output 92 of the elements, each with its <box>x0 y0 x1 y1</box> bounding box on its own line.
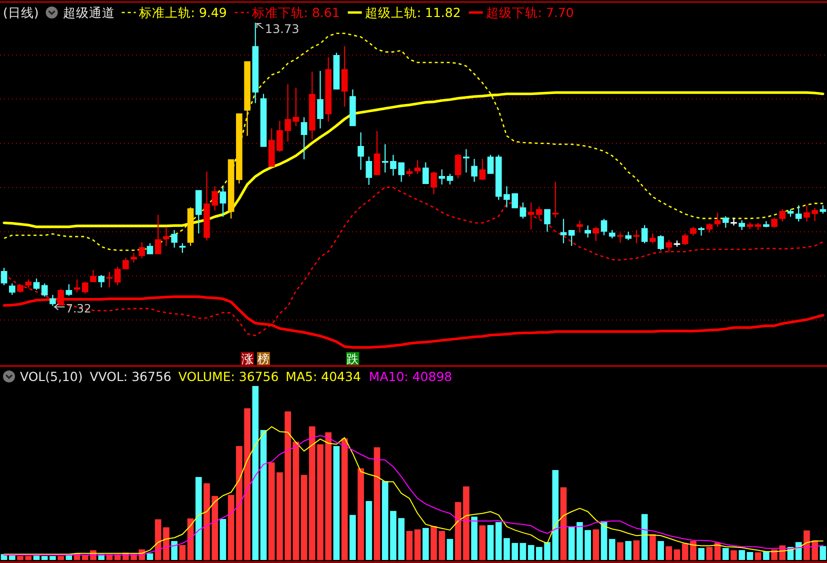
chart-title: (日线) <box>3 5 39 20</box>
bar <box>730 550 737 560</box>
bar <box>179 545 186 560</box>
bar <box>560 487 567 560</box>
bar <box>171 541 178 560</box>
bar <box>795 542 802 560</box>
bar <box>300 474 308 560</box>
bar <box>706 546 713 560</box>
text: MA5: 40434 <box>286 369 361 384</box>
bar <box>33 556 40 560</box>
text: VOLUME: 36756 <box>178 369 279 384</box>
bar <box>625 541 632 560</box>
candlestick <box>544 209 550 232</box>
candlestick <box>746 222 754 230</box>
candlestick <box>625 232 632 240</box>
bar <box>674 549 680 560</box>
bar <box>341 438 348 560</box>
candlestick <box>754 222 762 230</box>
candlestick <box>163 226 170 246</box>
candlestick <box>41 283 48 297</box>
bar <box>754 552 762 560</box>
candlestick <box>406 168 413 176</box>
candlestick <box>722 216 729 228</box>
chart-subtitle: 超级通道 <box>62 5 115 20</box>
bar <box>366 501 372 560</box>
candlestick <box>317 70 324 128</box>
data-label: 涨 <box>241 352 254 366</box>
candlestick <box>130 252 137 263</box>
bar <box>650 534 656 560</box>
candlestick <box>763 221 770 228</box>
bar <box>528 545 534 560</box>
extreme-label: 7.32 <box>53 301 92 316</box>
bar <box>220 518 226 560</box>
bar <box>228 494 234 560</box>
bar <box>820 546 826 560</box>
bar <box>195 477 202 560</box>
extreme-label: 13.73 <box>255 22 300 36</box>
candlestick <box>698 226 704 236</box>
bar <box>406 530 413 560</box>
candlestick <box>617 232 624 243</box>
bar <box>58 556 64 560</box>
bar <box>414 529 421 560</box>
candlestick <box>90 270 96 282</box>
bar <box>641 514 648 560</box>
bar <box>487 525 494 560</box>
chart-title: VOL(5,10) <box>20 369 83 384</box>
candlestick <box>690 226 696 236</box>
bar <box>146 553 154 560</box>
bar <box>350 514 356 560</box>
bar <box>698 548 704 560</box>
bar <box>520 542 526 560</box>
data-label: 榜 <box>258 352 270 366</box>
bar <box>446 538 454 560</box>
bar <box>358 468 364 560</box>
bar <box>658 541 664 560</box>
bar <box>722 548 729 560</box>
bar <box>422 528 429 560</box>
candlestick <box>795 205 802 222</box>
candlestick <box>244 61 250 136</box>
candlestick <box>430 172 437 194</box>
bar <box>479 525 486 560</box>
bar <box>374 447 380 560</box>
candlestick <box>658 235 664 250</box>
candlestick <box>552 182 559 218</box>
data-label: 跌 <box>346 352 359 366</box>
candlestick <box>730 218 737 226</box>
bar <box>292 442 300 560</box>
bar <box>617 542 624 560</box>
text: MA10: 40898 <box>368 369 452 384</box>
text: VVOL: 36756 <box>90 369 172 384</box>
bar <box>471 516 478 560</box>
legend-label: 标准下轨: 8.61 <box>250 5 340 20</box>
bar <box>666 546 672 560</box>
bar <box>600 521 608 560</box>
bar <box>738 550 746 560</box>
bar <box>252 386 259 560</box>
candlestick <box>820 205 826 214</box>
legend-label: 标准上轨: 9.49 <box>138 5 227 20</box>
bar <box>608 538 616 560</box>
bar <box>763 551 770 560</box>
candlestick <box>536 206 542 218</box>
candlestick <box>50 294 56 306</box>
bar <box>746 552 754 560</box>
legend-label: 超级上轨: 11.82 <box>364 5 461 20</box>
candlestick <box>576 220 583 233</box>
bar <box>333 446 340 560</box>
candlestick <box>738 220 746 230</box>
candlestick <box>463 149 470 173</box>
bar <box>260 430 267 560</box>
legend-label: 超级下轨: 7.70 <box>486 5 574 20</box>
bar <box>633 540 640 560</box>
bar <box>592 529 600 560</box>
